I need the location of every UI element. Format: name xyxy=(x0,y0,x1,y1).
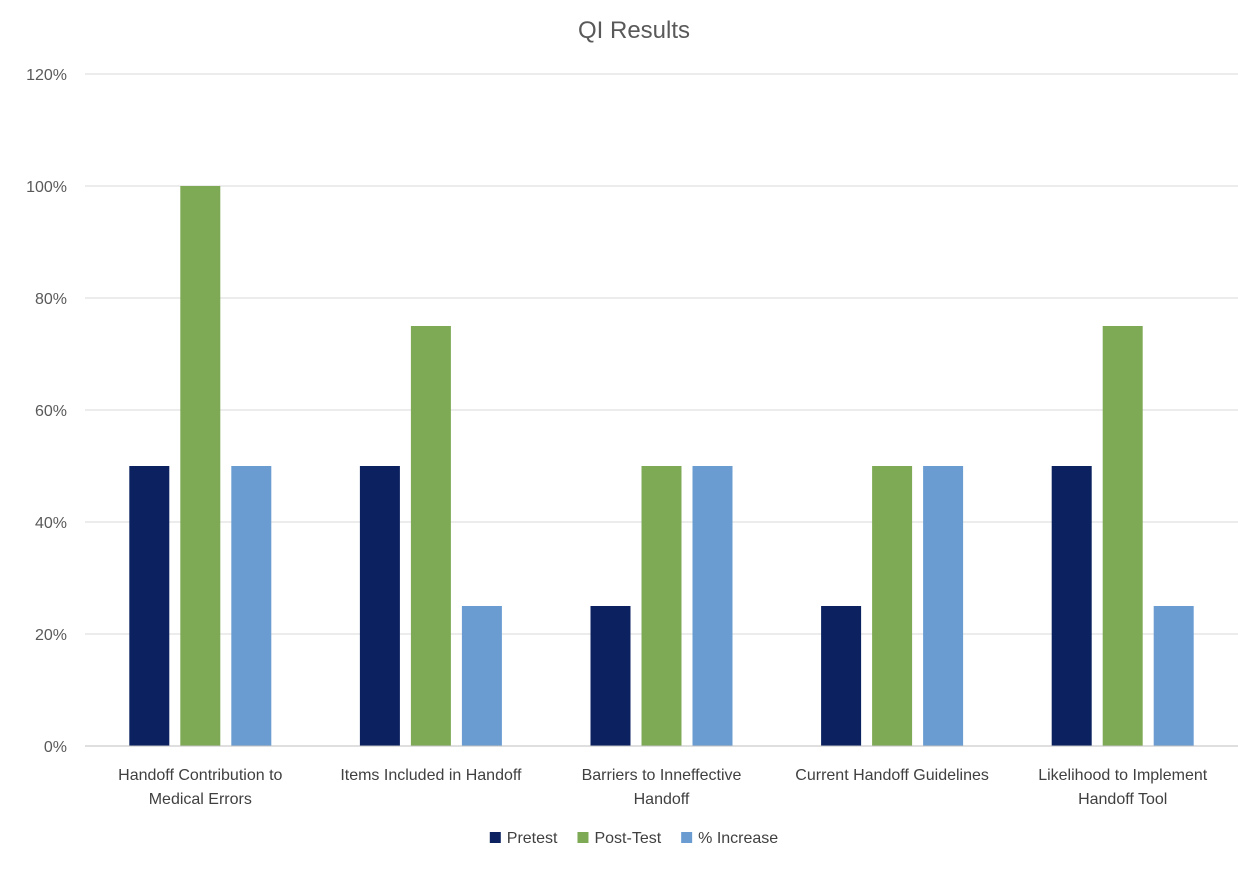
x-axis-category-labels: Handoff Contribution to Medical Errors Ite… xyxy=(118,767,1208,808)
legend-swatch xyxy=(577,832,589,843)
bar-post-test xyxy=(410,326,451,746)
legend-swatch xyxy=(489,832,501,843)
bar-post-test xyxy=(641,466,682,746)
y-tick-label: 0% xyxy=(44,739,67,756)
bars xyxy=(129,186,1194,746)
bar-pretest xyxy=(821,606,862,746)
bar-post-test xyxy=(1102,326,1143,746)
y-tick-label: 80% xyxy=(35,291,67,308)
y-tick-label: 40% xyxy=(35,515,67,532)
legend-label: % Increase xyxy=(698,830,778,847)
bar-increase xyxy=(923,466,964,746)
y-axis-tick-labels: 0% 20% 40% 60% 80% 100% 120% xyxy=(26,67,67,756)
y-tick-label: 120% xyxy=(26,67,67,84)
bar-pretest xyxy=(129,466,170,746)
legend-label: Post-Test xyxy=(594,830,661,847)
bar-increase xyxy=(692,466,733,746)
bar-increase xyxy=(461,606,502,746)
gridlines xyxy=(85,73,1238,635)
bar-pretest xyxy=(359,466,400,746)
x-category-label: Likelihood to Implement Handoff Tool xyxy=(1038,767,1208,808)
x-category-label: Handoff Contribution to Medical Errors xyxy=(118,767,282,808)
y-tick-label: 60% xyxy=(35,403,67,420)
x-category-label: Barriers to Inneffective Handoff xyxy=(582,767,742,808)
x-category-label: Items Included in Handoff xyxy=(340,767,522,784)
x-category-label: Current Handoff Guidelines xyxy=(795,767,989,784)
bar-pretest xyxy=(1051,466,1092,746)
bar-increase xyxy=(1153,606,1194,746)
bar-pretest xyxy=(590,606,631,746)
bar-increase xyxy=(231,466,272,746)
legend-label: Pretest xyxy=(507,830,558,847)
bar-post-test xyxy=(180,186,221,746)
y-tick-label: 20% xyxy=(35,627,67,644)
legend: Pretest Post-Test % Increase xyxy=(489,830,778,847)
legend-swatch xyxy=(681,832,693,843)
y-tick-label: 100% xyxy=(26,179,67,196)
bar-post-test xyxy=(872,466,913,746)
chart-title: QI Results xyxy=(578,17,690,44)
